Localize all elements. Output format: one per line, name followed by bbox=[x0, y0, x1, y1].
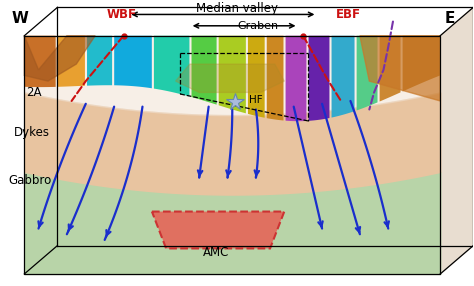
Polygon shape bbox=[356, 36, 377, 110]
Polygon shape bbox=[360, 36, 440, 101]
Polygon shape bbox=[402, 36, 440, 92]
Polygon shape bbox=[191, 36, 217, 105]
Polygon shape bbox=[175, 64, 284, 92]
Polygon shape bbox=[219, 36, 246, 113]
Polygon shape bbox=[440, 7, 474, 274]
Text: Median valley: Median valley bbox=[196, 2, 278, 15]
Text: E: E bbox=[445, 11, 455, 26]
Polygon shape bbox=[267, 36, 283, 120]
Text: Graben: Graben bbox=[237, 21, 279, 31]
Polygon shape bbox=[248, 36, 264, 118]
Polygon shape bbox=[87, 36, 112, 86]
Text: Gabbro: Gabbro bbox=[9, 174, 52, 187]
Text: EBF: EBF bbox=[336, 8, 361, 21]
Text: WBF: WBF bbox=[106, 8, 136, 21]
Text: 2A: 2A bbox=[26, 86, 42, 99]
Polygon shape bbox=[285, 36, 307, 121]
Polygon shape bbox=[331, 36, 355, 118]
Polygon shape bbox=[114, 36, 152, 88]
Polygon shape bbox=[380, 36, 401, 102]
Polygon shape bbox=[309, 36, 329, 121]
Text: HF: HF bbox=[249, 95, 263, 105]
Polygon shape bbox=[24, 36, 55, 87]
Polygon shape bbox=[152, 212, 284, 249]
Polygon shape bbox=[154, 36, 190, 96]
Polygon shape bbox=[58, 36, 85, 87]
Polygon shape bbox=[24, 36, 95, 81]
Text: Dykes: Dykes bbox=[13, 126, 49, 139]
Text: AMC: AMC bbox=[202, 246, 229, 259]
Text: W: W bbox=[11, 11, 28, 26]
